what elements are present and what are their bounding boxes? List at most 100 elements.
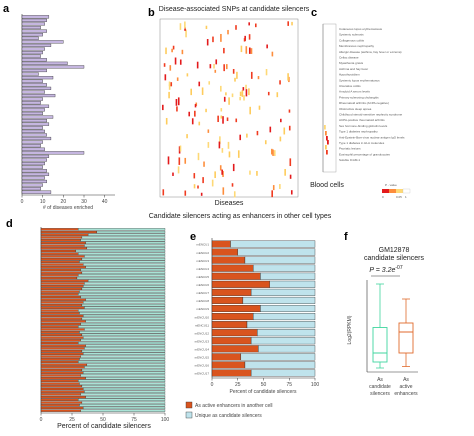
panel-c-legend-yellow: [396, 189, 403, 193]
panel-a-bar: [21, 51, 43, 55]
panel-a-bar: [21, 29, 47, 33]
panel-b-cell: [249, 170, 251, 175]
panel-b-cell: [256, 170, 258, 176]
panel-e-category-label: mENCU3: [196, 259, 209, 263]
panel-d-bar-unique: [78, 325, 166, 328]
panel-b-cell: [203, 161, 205, 167]
panel-d-bar-unique: [85, 377, 166, 380]
panel-d-bar-active: [40, 374, 81, 377]
panel-e-bar-active: [211, 272, 261, 280]
panel-e-category-label: mENCU15: [195, 356, 210, 360]
panel-b-cell: [194, 110, 196, 117]
panel-a-bar: [21, 61, 68, 65]
panel-b-cell: [208, 81, 211, 85]
panel-e-stacked-bar-chart: 0 25 50 75 100 mENCU1 mENCU2 mENCU3 mENCU4 mENCU…: [185, 238, 319, 419]
panel-b-cell: [184, 190, 187, 196]
panel-a-bar: [21, 79, 43, 83]
panel-b-cell: [221, 169, 223, 175]
panel-b-cell: [201, 87, 204, 95]
panel-e-xlabel: Percent of candidate silencers: [230, 389, 297, 395]
panel-e-bar-active: [211, 248, 238, 256]
panel-b-heatmap: Diseases: [159, 18, 299, 207]
panel-a-bar-chart: 0 10 20 30 40 # of diseases enriched: [21, 14, 115, 211]
panel-e-xtick-label: 0: [211, 382, 214, 388]
panel-b-cell: [172, 172, 174, 176]
panel-d-bar-active: [40, 377, 86, 380]
panel-d-bar-unique: [79, 382, 166, 385]
panel-b-cell: [168, 84, 171, 90]
panel-b-cell: [239, 96, 241, 101]
panel-d-bar-active: [40, 339, 81, 342]
panel-e-category-label: mENCU12: [195, 331, 210, 335]
panel-a-bar: [21, 162, 45, 166]
panel-a-bar: [21, 172, 50, 176]
panel-c-row-label: Cutaneous lupus erythematosus: [339, 27, 383, 31]
panel-b-cell: [272, 185, 275, 191]
panel-d-bar-unique: [79, 290, 166, 293]
panel-e-bar-active: [211, 337, 252, 345]
panel-e-category-label: mENCU2: [196, 251, 209, 255]
panel-b-cell: [207, 129, 210, 133]
legend-label-unique: Unique as candidate silencers: [195, 413, 262, 419]
panel-b-cell: [168, 81, 171, 87]
panel-d-bar-unique: [81, 287, 166, 291]
panel-e-bar-active: [211, 304, 261, 313]
panel-d-bar-active: [40, 371, 84, 374]
panel-b-cell: [243, 95, 245, 101]
panel-d-bar-unique: [80, 239, 166, 242]
panel-d-bar-unique: [79, 312, 166, 315]
panel-b-cell: [211, 179, 214, 187]
panel-e-bar-active: [211, 369, 252, 377]
panel-d-bar-unique: [78, 274, 166, 277]
panel-d-bar-unique: [78, 309, 166, 312]
panel-a-bar: [21, 183, 43, 187]
panel-f-box: [372, 327, 388, 363]
panel-c-legend-red: [382, 189, 389, 193]
panel-b-cell: [205, 25, 208, 30]
panel-e-bar-unique: [237, 248, 316, 256]
panel-c-cell: [326, 136, 328, 141]
panel-e-category-label: mENCU1: [196, 243, 209, 247]
panel-c-row-label: Soluble ICAM-1: [339, 158, 360, 162]
panel-d-bar-unique: [78, 293, 166, 296]
panel-b-cell: [242, 87, 245, 91]
panel-e-bar-unique: [260, 272, 316, 280]
panel-b-cell: [193, 184, 196, 189]
panel-d-bar-active: [40, 320, 86, 323]
panel-d-bar-unique: [85, 298, 166, 301]
panel-d-bar-active: [40, 260, 80, 263]
panel-d-bar-active: [40, 393, 81, 396]
panel-e-category-label: mENCU5: [196, 275, 209, 279]
panel-b-cell: [178, 146, 181, 154]
panel-b-cell: [273, 150, 276, 157]
panel-a-bar: [21, 190, 52, 194]
panel-e-bar-unique: [260, 304, 316, 313]
panel-b-cell: [215, 59, 218, 65]
panel-d-bar-unique: [85, 320, 166, 323]
panel-b-cell: [257, 76, 260, 80]
panel-d-bar-unique: [81, 368, 166, 372]
panel-d-bar-active: [40, 363, 88, 366]
panel-a-bar: [21, 126, 43, 130]
legend-label-active: As active enhancers in another cell: [195, 403, 273, 409]
panel-e-category-label: mENCU10: [195, 315, 210, 319]
panel-d-bar-active: [40, 366, 85, 369]
panel-b-cell: [258, 105, 261, 110]
panel-b-cell: [165, 47, 167, 55]
panel-b-cell: [245, 46, 248, 54]
panel-b-cell: [188, 111, 191, 117]
panel-a-bar: [21, 104, 50, 108]
panel-d-bar-unique: [87, 279, 166, 282]
panel-b-cell: [197, 185, 199, 189]
panel-e-bar-active: [211, 240, 231, 248]
panel-b-cell: [178, 157, 181, 165]
panel-b-cell: [205, 108, 207, 113]
panel-d-bar-active: [40, 328, 85, 331]
panel-d-bar-unique: [83, 406, 166, 410]
panel-b-cell: [194, 104, 197, 108]
panel-a-bar: [21, 151, 85, 155]
panel-b-cell: [223, 64, 225, 72]
panel-b-cell: [248, 47, 251, 54]
panel-d-bar-unique: [81, 333, 166, 337]
panel-f-pvalue: P = 3.2e-07: [369, 265, 402, 274]
